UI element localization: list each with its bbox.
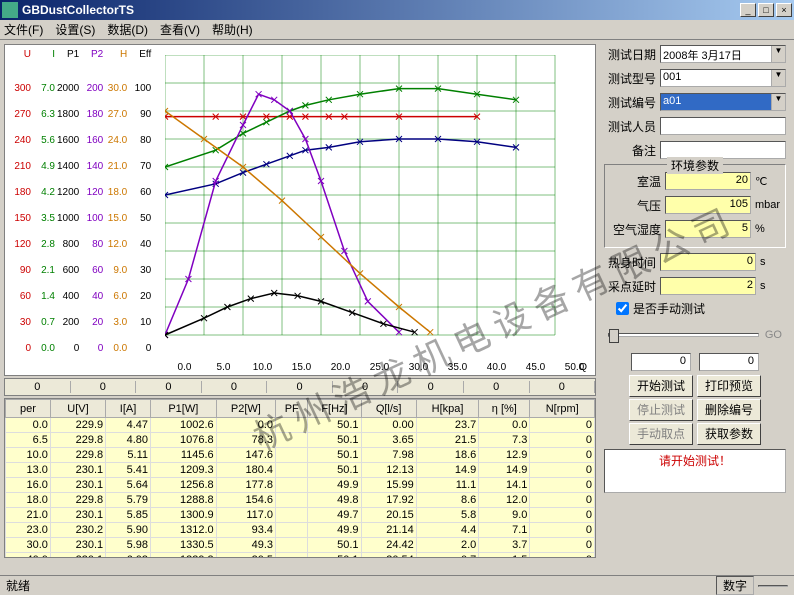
slider-thumb[interactable] (609, 329, 619, 343)
humid-unit: % (751, 223, 781, 235)
manual-checkbox[interactable]: 是否手动测试 (616, 300, 786, 317)
serial-label: 测试编号 (604, 94, 660, 111)
date-label: 测试日期 (604, 46, 660, 63)
serial-select[interactable]: a01▼ (660, 93, 786, 111)
env-title: 环境参数 (667, 157, 723, 174)
chart-area: UIP1P2HEff3007.0200020030.01002706.31800… (4, 44, 596, 376)
right-panel: 测试日期2008年 3月17日▼ 测试型号001▼ 测试编号a01▼ 测试人员 … (600, 40, 790, 575)
heat-input[interactable]: 0 (660, 253, 756, 271)
humid-label: 空气湿度 (609, 221, 665, 238)
menu-help[interactable]: 帮助(H) (212, 21, 253, 38)
titlebar: GBDustCollectorTS _ □ × (0, 0, 794, 20)
temp-label: 室温 (609, 173, 665, 190)
chart-svg (165, 55, 565, 345)
menu-settings[interactable]: 设置(S) (55, 21, 95, 38)
readout-2: 0 (699, 353, 759, 371)
heat-label: 热身时间 (604, 254, 660, 271)
menubar: 文件(F) 设置(S) 数据(D) 查看(V) 帮助(H) (0, 20, 794, 40)
date-select[interactable]: 2008年 3月17日▼ (660, 45, 786, 63)
yaxis-labels: UIP1P2HEff3007.0200020030.01002706.31800… (9, 49, 159, 361)
window-title: GBDustCollectorTS (22, 3, 738, 17)
menu-view[interactable]: 查看(V) (160, 21, 200, 38)
readout-row: 000000000 (4, 378, 596, 396)
temp-unit: ℃ (751, 175, 781, 188)
sample-unit: s (756, 280, 786, 292)
menu-file[interactable]: 文件(F) (4, 21, 43, 38)
remark-label: 备注 (604, 142, 660, 159)
press-label: 气压 (609, 197, 665, 214)
chevron-down-icon[interactable]: ▼ (771, 46, 785, 62)
heat-unit: s (756, 256, 786, 268)
tester-input[interactable] (660, 117, 786, 135)
preview-button[interactable]: 打印预览 (697, 375, 761, 397)
status-ready: 就绪 (6, 577, 30, 594)
start-button[interactable]: 开始测试 (629, 375, 693, 397)
model-select[interactable]: 001▼ (660, 69, 786, 87)
readout-1: 0 (631, 353, 691, 371)
model-label: 测试型号 (604, 70, 660, 87)
minimize-button[interactable]: _ (740, 3, 756, 17)
temp-input[interactable]: 20 (665, 172, 751, 190)
get-param-button[interactable]: 获取参数 (697, 423, 761, 445)
env-groupbox: 环境参数 室温20℃ 气压105mbar 空气湿度5% (604, 164, 786, 248)
press-unit: mbar (751, 199, 781, 211)
x-axis-title: Q (579, 362, 587, 373)
humid-input[interactable]: 5 (665, 220, 751, 238)
status-empty (758, 585, 788, 587)
status-bar: 就绪 数字 (0, 575, 794, 595)
sample-input[interactable]: 2 (660, 277, 756, 295)
manual-point-button[interactable]: 手动取点 (629, 423, 693, 445)
chevron-down-icon[interactable]: ▼ (771, 70, 785, 86)
app-icon (2, 2, 18, 18)
chevron-down-icon[interactable]: ▼ (771, 94, 785, 110)
status-num: 数字 (716, 576, 754, 595)
slider[interactable]: GO (608, 325, 782, 345)
maximize-button[interactable]: □ (758, 3, 774, 17)
stop-button[interactable]: 停止测试 (629, 399, 693, 421)
sample-label: 采点延时 (604, 278, 660, 295)
xaxis-labels: 0.05.010.015.020.025.030.035.040.045.050… (165, 362, 594, 373)
message-box: 请开始测试！ (604, 449, 786, 493)
data-table: perU[V]I[A]P1[W]P2[W]PFF[Hz]Q[l/s]H[kpa]… (4, 398, 596, 558)
press-input[interactable]: 105 (665, 196, 751, 214)
delete-number-button[interactable]: 删除编号 (697, 399, 761, 421)
tester-label: 测试人员 (604, 118, 660, 135)
close-button[interactable]: × (776, 3, 792, 17)
menu-data[interactable]: 数据(D) (107, 21, 148, 38)
